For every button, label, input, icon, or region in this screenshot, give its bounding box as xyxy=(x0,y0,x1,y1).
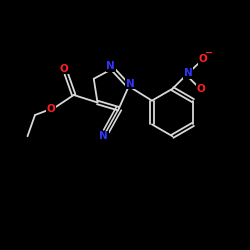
Text: N: N xyxy=(184,68,192,78)
Text: O: O xyxy=(196,84,205,94)
Text: N: N xyxy=(106,61,115,71)
Text: N: N xyxy=(126,79,134,89)
Text: O: O xyxy=(198,54,207,64)
Text: O: O xyxy=(46,104,55,114)
Text: −: − xyxy=(206,48,214,58)
Text: O: O xyxy=(60,64,68,74)
Text: N: N xyxy=(100,131,108,141)
